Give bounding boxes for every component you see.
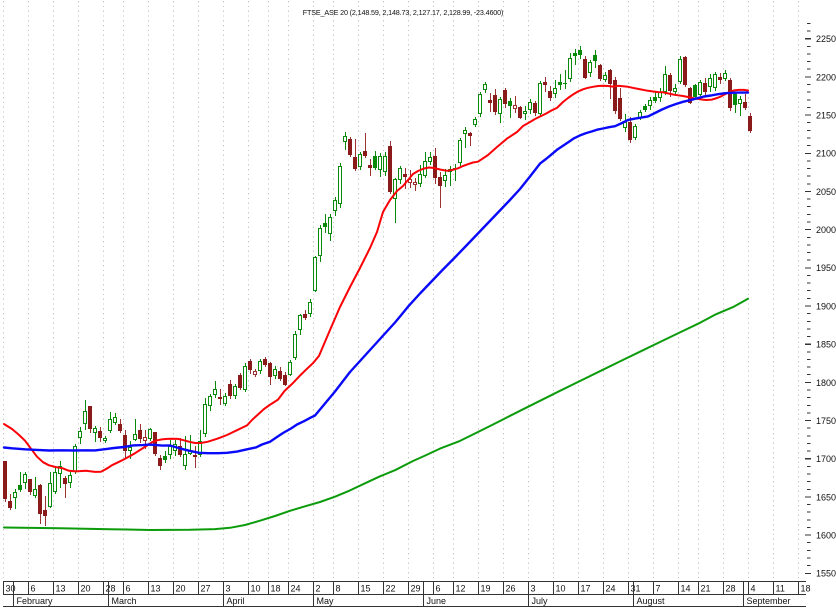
svg-text:2150: 2150 [816,111,836,121]
svg-text:1600: 1600 [816,531,836,541]
svg-text:1800: 1800 [816,378,836,388]
svg-text:3: 3 [531,584,536,594]
svg-text:14: 14 [681,584,691,594]
svg-text:8: 8 [336,584,341,594]
svg-text:13: 13 [56,584,66,594]
svg-text:12: 12 [456,584,466,594]
svg-text:28: 28 [106,584,116,594]
svg-text:June: June [427,596,447,606]
svg-text:22: 22 [386,584,396,594]
svg-text:2250: 2250 [816,34,836,44]
svg-text:2100: 2100 [816,149,836,159]
svg-text:10: 10 [251,584,261,594]
svg-text:April: April [227,596,245,606]
svg-text:1850: 1850 [816,340,836,350]
svg-text:10: 10 [556,584,566,594]
svg-text:15: 15 [361,584,371,594]
svg-text:February: February [17,596,54,606]
svg-text:28: 28 [726,584,736,594]
svg-text:20: 20 [81,584,91,594]
svg-text:29: 29 [411,584,421,594]
svg-text:13: 13 [151,584,161,594]
svg-text:6: 6 [436,584,441,594]
svg-text:2000: 2000 [816,225,836,235]
svg-text:24: 24 [291,584,301,594]
svg-text:18: 18 [271,584,281,594]
svg-text:19: 19 [481,584,491,594]
svg-text:1900: 1900 [816,301,836,311]
svg-text:4: 4 [751,584,756,594]
svg-text:24: 24 [606,584,616,594]
svg-text:September: September [747,596,791,606]
svg-text:2: 2 [316,584,321,594]
svg-text:FTSE_ASE 20 (2,148.59, 2,148.7: FTSE_ASE 20 (2,148.59, 2,148.73, 2,127.1… [303,8,504,17]
svg-text:July: July [532,596,549,606]
svg-text:1550: 1550 [816,569,836,579]
svg-text:2200: 2200 [816,72,836,82]
svg-text:31: 31 [631,584,641,594]
svg-text:21: 21 [701,584,711,594]
svg-text:May: May [317,596,335,606]
svg-text:26: 26 [506,584,516,594]
svg-text:1650: 1650 [816,492,836,502]
svg-text:20: 20 [176,584,186,594]
svg-text:1700: 1700 [816,454,836,464]
svg-text:August: August [637,596,666,606]
svg-text:1750: 1750 [816,416,836,426]
svg-text:18: 18 [801,584,811,594]
svg-text:2050: 2050 [816,187,836,197]
svg-text:March: March [112,596,137,606]
svg-text:3: 3 [226,584,231,594]
svg-text:7: 7 [656,584,661,594]
svg-text:27: 27 [201,584,211,594]
svg-text:11: 11 [776,584,785,594]
svg-text:17: 17 [581,584,591,594]
svg-text:30: 30 [6,584,16,594]
svg-text:6: 6 [126,584,131,594]
svg-text:6: 6 [31,584,36,594]
svg-text:1950: 1950 [816,263,836,273]
